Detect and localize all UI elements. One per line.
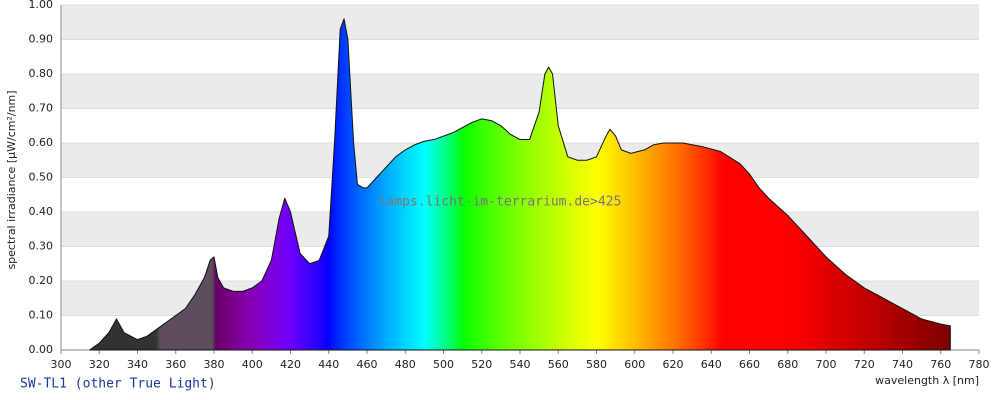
x-tick-label: 480	[395, 358, 416, 371]
y-tick-label: 0.30	[29, 240, 54, 253]
x-tick-label: 500	[433, 358, 454, 371]
x-tick-label: 740	[892, 358, 913, 371]
x-tick-label: 640	[701, 358, 722, 371]
y-axis-label: spectral irradiance [µW/cm²/nm]	[5, 90, 18, 269]
x-axis-label: wavelength λ [nm]	[875, 374, 979, 387]
watermark: lamps.licht-im-terrarium.de>425	[379, 195, 622, 210]
x-tick-label: 520	[471, 358, 492, 371]
y-tick-label: 0.90	[29, 33, 54, 46]
x-tick-label: 600	[624, 358, 645, 371]
y-tick-label: 0.40	[29, 205, 54, 218]
y-tick-label: 0.20	[29, 274, 54, 287]
y-tick-label: 0.00	[29, 343, 54, 356]
x-tick-label: 340	[127, 358, 148, 371]
x-tick-label: 620	[663, 358, 684, 371]
x-tick-label: 420	[280, 358, 301, 371]
x-tick-label: 460	[357, 358, 378, 371]
y-tick-label: 0.50	[29, 171, 54, 184]
x-tick-label: 760	[930, 358, 951, 371]
grid-band	[61, 74, 979, 109]
x-tick-label: 780	[969, 358, 990, 371]
x-tick-label: 360	[165, 358, 186, 371]
y-tick-label: 1.00	[29, 0, 54, 11]
x-tick-label: 560	[548, 358, 569, 371]
x-tick-label: 720	[854, 358, 875, 371]
caption: SW-TL1 (other True Light)	[20, 377, 216, 392]
y-tick-label: 0.10	[29, 309, 54, 322]
x-tick-label: 380	[204, 358, 225, 371]
x-tick-label: 700	[816, 358, 837, 371]
x-tick-label: 400	[242, 358, 263, 371]
x-tick-label: 680	[777, 358, 798, 371]
x-tick-label: 580	[586, 358, 607, 371]
grid-band	[61, 5, 979, 40]
x-tick-label: 540	[510, 358, 531, 371]
x-tick-label: 440	[318, 358, 339, 371]
spectrum-area	[89, 18, 951, 351]
x-tick-label: 300	[51, 358, 72, 371]
y-tick-label: 0.80	[29, 67, 54, 80]
y-tick-label: 0.60	[29, 136, 54, 149]
x-tick-label: 660	[739, 358, 760, 371]
y-tick-label: 0.70	[29, 102, 54, 115]
x-tick-label: 320	[89, 358, 110, 371]
